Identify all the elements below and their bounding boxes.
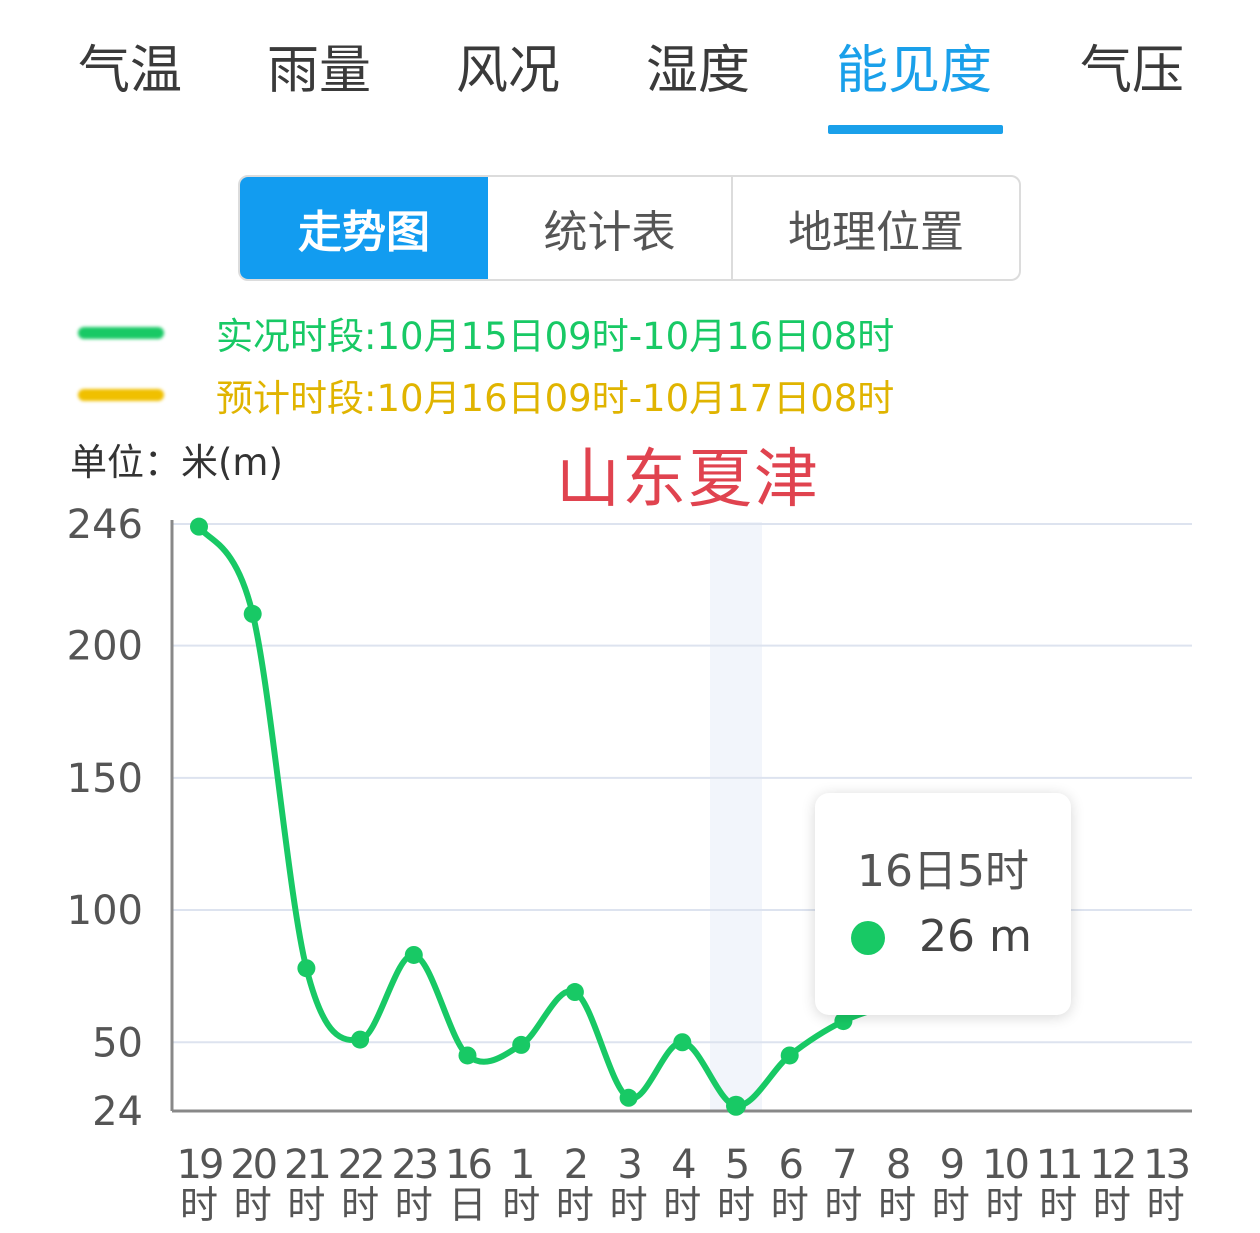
trend-chart-button[interactable]: 走势图: [240, 177, 488, 279]
highlight-band: [710, 522, 762, 1111]
x-tick-unit: 时: [180, 1183, 218, 1227]
y-tick-label: 246: [67, 502, 143, 548]
data-point[interactable]: [190, 517, 208, 536]
x-tick-unit: 时: [932, 1183, 970, 1227]
x-tick-label: 6: [778, 1142, 801, 1188]
location-title: 山东夏津: [556, 443, 820, 517]
forecast-swatch: [78, 389, 164, 401]
x-tick-label: 16: [445, 1142, 490, 1188]
data-point[interactable]: [619, 1088, 638, 1107]
data-point[interactable]: [834, 1012, 853, 1031]
data-point[interactable]: [673, 1033, 692, 1052]
data-point[interactable]: [297, 959, 316, 978]
data-point[interactable]: [780, 1046, 799, 1065]
x-tick-unit: 时: [502, 1183, 540, 1227]
x-tick-unit: 时: [341, 1183, 379, 1227]
tooltip-series-dot: [851, 921, 885, 955]
tab-visibility[interactable]: 能见度: [836, 41, 993, 101]
x-tick-unit: 日: [448, 1183, 486, 1227]
x-tick-label: 9: [940, 1142, 963, 1188]
y-tick-label: 150: [67, 756, 143, 802]
data-tooltip: 16日5时 26 m: [815, 793, 1071, 1015]
data-point[interactable]: [404, 945, 423, 964]
series-line: [196, 523, 901, 1109]
x-tick-unit: 时: [234, 1183, 272, 1227]
x-tick-label: 10: [982, 1142, 1027, 1188]
observed-period-label: 实况时段:10月15日09时-10月16日08时: [216, 315, 895, 358]
x-tick-label: 21: [284, 1142, 329, 1188]
x-tick-unit: 时: [556, 1183, 594, 1227]
x-tick-label: 8: [886, 1142, 909, 1188]
statistics-table-button[interactable]: 统计表: [543, 207, 676, 258]
x-tick-unit: 时: [1147, 1183, 1185, 1227]
tab-pressure[interactable]: 气压: [1080, 41, 1185, 101]
x-tick-label: 4: [671, 1142, 695, 1188]
x-tick-label: 23: [391, 1142, 436, 1188]
active-tab-indicator: [828, 125, 1003, 134]
y-tick-label: 24: [92, 1089, 143, 1135]
view-switch: 走势图 统计表 地理位置: [238, 175, 1021, 281]
tab-temperature[interactable]: 气温: [78, 41, 183, 101]
x-tick-label: 3: [617, 1142, 640, 1188]
x-tick-label: 2: [564, 1142, 586, 1188]
observed-swatch: [78, 327, 164, 339]
geo-location-button[interactable]: 地理位置: [731, 177, 1019, 279]
x-tick-label: 12: [1089, 1142, 1134, 1188]
data-point[interactable]: [243, 604, 262, 623]
metric-tabs: 气温 雨量 风况 湿度 能见度 气压: [0, 0, 1260, 140]
tab-wind[interactable]: 风况: [456, 41, 561, 101]
tab-humidity[interactable]: 湿度: [646, 41, 751, 101]
x-tick-unit: 时: [663, 1183, 701, 1227]
data-point[interactable]: [351, 1030, 370, 1049]
x-tick-label: 5: [725, 1142, 747, 1188]
x-tick-label: 20: [230, 1142, 275, 1188]
x-tick-unit: 时: [287, 1183, 325, 1227]
data-point[interactable]: [458, 1046, 477, 1065]
unit-label: 单位：米(m): [70, 441, 283, 484]
y-tick-label: 50: [92, 1020, 143, 1066]
data-point[interactable]: [512, 1035, 531, 1054]
legend-observed: 实况时段:10月15日09时-10月16日08时: [78, 308, 894, 358]
x-tick-label: 11: [1036, 1142, 1081, 1188]
x-tick-label: 1: [510, 1142, 532, 1188]
x-tick-label: 22: [338, 1142, 383, 1188]
x-tick-unit: 时: [395, 1183, 433, 1227]
tooltip-time: 16日5时: [857, 846, 1029, 897]
x-tick-label: 13: [1143, 1142, 1188, 1188]
legend-forecast: 预计时段:10月16日09时-10月17日08时: [78, 370, 894, 420]
x-tick-unit: 时: [771, 1183, 809, 1227]
y-tick-label: 200: [67, 624, 143, 670]
x-tick-unit: 时: [824, 1183, 862, 1227]
x-tick-label: 7: [832, 1142, 855, 1188]
x-tick-unit: 时: [1039, 1183, 1077, 1227]
x-tick-label: 19: [177, 1142, 222, 1188]
data-point[interactable]: [565, 983, 584, 1002]
x-tick-unit: 时: [985, 1183, 1023, 1227]
y-tick-label: 100: [67, 888, 143, 934]
x-tick-unit: 时: [610, 1183, 648, 1227]
x-tick-unit: 时: [1093, 1183, 1131, 1227]
x-tick-unit: 时: [717, 1183, 755, 1227]
data-point[interactable]: [726, 1095, 746, 1116]
tooltip-value: 26 m: [919, 911, 1032, 962]
x-tick-unit: 时: [878, 1183, 916, 1227]
forecast-period-label: 预计时段:10月16日09时-10月17日08时: [216, 377, 895, 420]
tab-rainfall[interactable]: 雨量: [267, 41, 372, 101]
